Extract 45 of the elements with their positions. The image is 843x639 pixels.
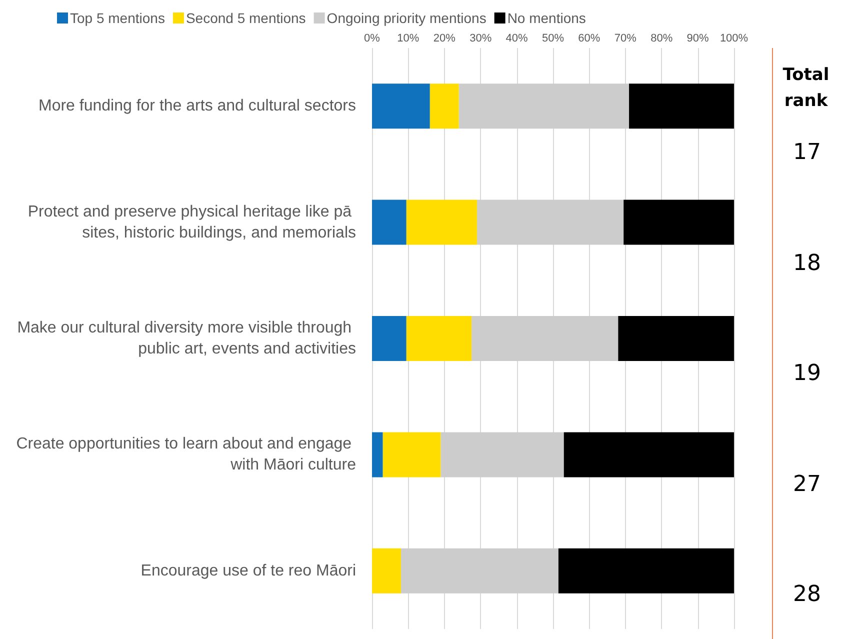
text: 17 xyxy=(792,140,822,165)
y-tick-label: Make our cultural diversity more visible through public art, events and activities xyxy=(17,320,356,358)
y-tick-label: Protect and preserve physical heritage like pā sites, historic buildings, and memorials xyxy=(28,203,356,242)
legend-label: Ongoing priority mentions xyxy=(326,10,486,26)
legend-label: Second 5 mentions xyxy=(186,10,306,26)
x-tick-label: 0% xyxy=(364,32,380,44)
y-tick-label: Encourage use of te reo Māori xyxy=(140,562,356,580)
bar xyxy=(400,548,558,594)
x-tick-label: 60% xyxy=(578,32,600,44)
bar xyxy=(406,200,477,245)
y-tick-label: Create opportunities to learn about and engage with Māori culture xyxy=(16,436,356,474)
bar xyxy=(430,84,459,129)
legend-label: Top 5 mentions xyxy=(70,10,165,26)
x-tick-label: 30% xyxy=(470,32,492,44)
bar xyxy=(564,432,734,478)
bar xyxy=(618,316,734,361)
x-tick-label: 50% xyxy=(542,32,564,44)
x-tick-label: 100% xyxy=(720,32,748,44)
text: 28 xyxy=(792,582,822,607)
bar xyxy=(382,432,441,478)
x-tick-label: 20% xyxy=(433,32,456,44)
text: 19 xyxy=(792,361,822,386)
bar xyxy=(372,432,383,478)
bar xyxy=(406,316,472,361)
text: Total rank xyxy=(782,64,830,113)
x-tick-label: 80% xyxy=(650,32,673,44)
bar xyxy=(372,316,406,361)
bar xyxy=(440,432,564,478)
bar xyxy=(629,84,734,129)
bar xyxy=(558,548,734,594)
text: 27 xyxy=(792,472,822,496)
y-tick-label: More funding for the arts and cultural sectors xyxy=(38,98,356,115)
x-tick-label: 70% xyxy=(614,32,637,44)
text: 18 xyxy=(792,250,822,276)
x-tick-label: 40% xyxy=(506,32,528,44)
bar xyxy=(372,84,430,129)
bar xyxy=(624,200,734,245)
x-tick-label: 90% xyxy=(686,32,710,44)
bar xyxy=(372,548,401,594)
bar xyxy=(372,200,406,245)
x-tick-label: 10% xyxy=(397,32,420,44)
legend-label: No mentions xyxy=(507,10,586,26)
bar xyxy=(476,200,624,245)
bar xyxy=(458,84,630,129)
bar xyxy=(472,316,618,361)
